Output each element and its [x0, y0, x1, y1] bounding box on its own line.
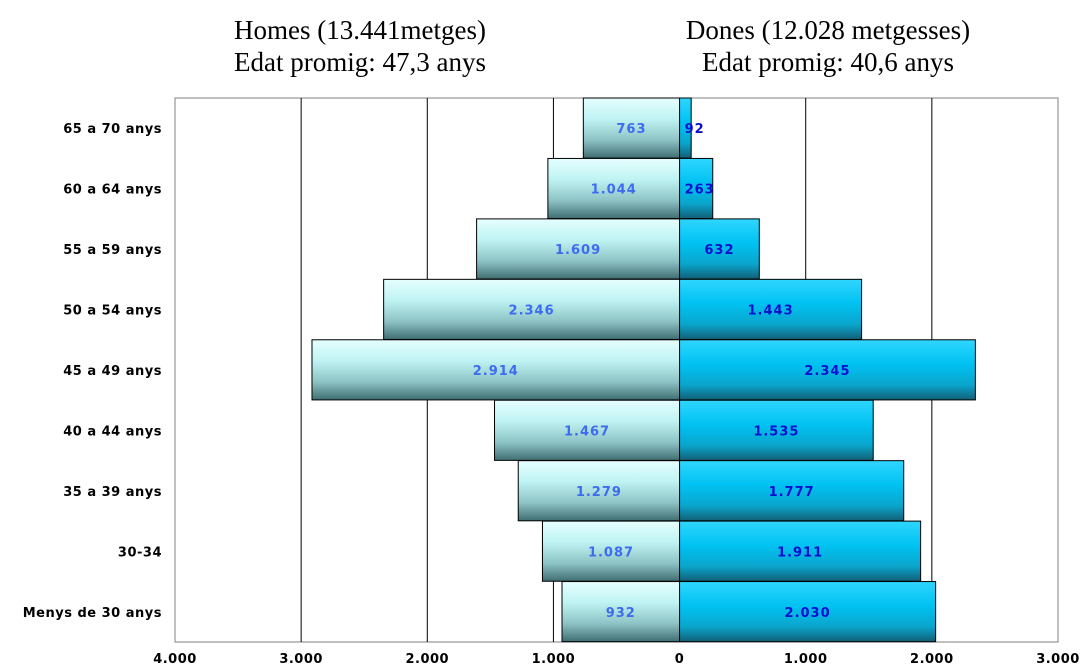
value-label-women: 1.777 — [769, 485, 815, 500]
value-label-women: 1.443 — [748, 304, 794, 319]
bar-women — [679, 460, 905, 522]
x-tick-labels: 4.000 3.000 2.000 1.000 0 1.000 2.000 3.000 — [153, 652, 1080, 667]
bar-women — [679, 339, 976, 401]
value-label-men: 2.346 — [509, 304, 555, 319]
bar-women — [679, 581, 937, 643]
men-title: Homes (13.441metges) Edat promig: 47,3 a… — [150, 14, 570, 78]
bar-men — [541, 520, 681, 582]
men-title-line1: Homes (13.441metges) — [234, 15, 486, 45]
value-labels: 763 92 1.044 263 1.609 632 2.346 1.443 2.914 2.34… — [473, 122, 850, 621]
category-label: Menys de 30 anys — [23, 606, 162, 621]
value-label-women: 2.345 — [804, 364, 850, 379]
bar-women — [679, 278, 863, 340]
bars — [311, 97, 976, 643]
value-label-men: 1.279 — [576, 485, 622, 500]
x-tick-label: 1.000 — [784, 652, 828, 667]
bar-men — [561, 581, 681, 643]
women-title-line1: Dones (12.028 metgesses) — [685, 15, 971, 45]
value-label-women: 2.030 — [785, 606, 831, 621]
x-tick-label: 3.000 — [279, 652, 323, 667]
value-label-men: 1.044 — [591, 183, 637, 198]
value-label-men: 1.087 — [588, 545, 634, 560]
category-label: 55 a 59 anys — [63, 243, 162, 258]
value-label-women: 1.911 — [777, 545, 823, 560]
category-label: 50 a 54 anys — [63, 304, 162, 319]
value-label-women: 263 — [685, 183, 715, 198]
value-label-men: 1.467 — [564, 424, 610, 439]
category-label: 35 a 39 anys — [63, 485, 162, 500]
bar-women — [679, 157, 714, 220]
x-tick-label: 0 — [675, 652, 685, 667]
women-title-line2: Edat promig: 40,6 anys — [702, 47, 954, 77]
bar-men — [517, 460, 681, 522]
men-title-line2: Edat promig: 47,3 anys — [234, 47, 486, 77]
value-label-men: 1.609 — [555, 243, 601, 258]
bar-women — [679, 520, 922, 582]
value-label-men: 763 — [616, 122, 646, 137]
bar-men — [494, 399, 681, 461]
x-tick-label: 1.000 — [532, 652, 576, 667]
value-label-women: 1.535 — [753, 424, 799, 439]
bar-women — [679, 399, 874, 461]
value-label-men: 932 — [606, 606, 636, 621]
category-label: 30-34 — [118, 545, 162, 560]
x-tick-label: 2.000 — [910, 652, 954, 667]
x-tick-label: 3.000 — [1036, 652, 1080, 667]
value-label-men: 2.914 — [473, 364, 519, 379]
bar-women — [679, 218, 760, 280]
category-label: 60 a 64 anys — [63, 183, 162, 198]
women-title: Dones (12.028 metgesses) Edat promig: 40… — [608, 14, 1048, 78]
bar-men — [311, 339, 681, 401]
category-labels: 65 a 70 anys 60 a 64 anys 55 a 59 anys 50 a… — [23, 122, 162, 621]
category-label: 40 a 44 anys — [63, 424, 162, 439]
value-label-women: 632 — [704, 243, 734, 258]
value-label-women: 92 — [685, 122, 705, 137]
bar-men — [476, 218, 681, 280]
x-tick-label: 2.000 — [405, 652, 449, 667]
x-tick-label: 4.000 — [153, 652, 197, 667]
category-label: 45 a 49 anys — [63, 364, 162, 379]
category-label: 65 a 70 anys — [63, 122, 162, 137]
